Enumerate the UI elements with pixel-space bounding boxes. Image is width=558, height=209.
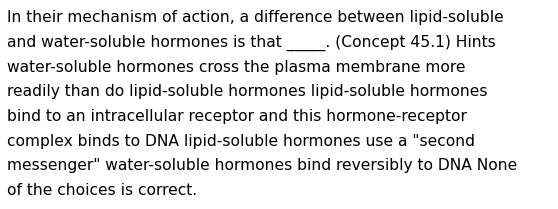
Text: and water-soluble hormones is that _____. (Concept 45.1) Hints: and water-soluble hormones is that _____… (7, 35, 496, 51)
Text: water-soluble hormones cross the plasma membrane more: water-soluble hormones cross the plasma … (7, 60, 466, 75)
Text: readily than do lipid-soluble hormones lipid-soluble hormones: readily than do lipid-soluble hormones l… (7, 84, 488, 99)
Text: messenger" water-soluble hormones bind reversibly to DNA None: messenger" water-soluble hormones bind r… (7, 158, 517, 173)
Text: complex binds to DNA lipid-soluble hormones use a "second: complex binds to DNA lipid-soluble hormo… (7, 134, 475, 149)
Text: In their mechanism of action, a difference between lipid-soluble: In their mechanism of action, a differen… (7, 10, 504, 25)
Text: bind to an intracellular receptor and this hormone-receptor: bind to an intracellular receptor and th… (7, 109, 467, 124)
Text: of the choices is correct.: of the choices is correct. (7, 183, 198, 198)
